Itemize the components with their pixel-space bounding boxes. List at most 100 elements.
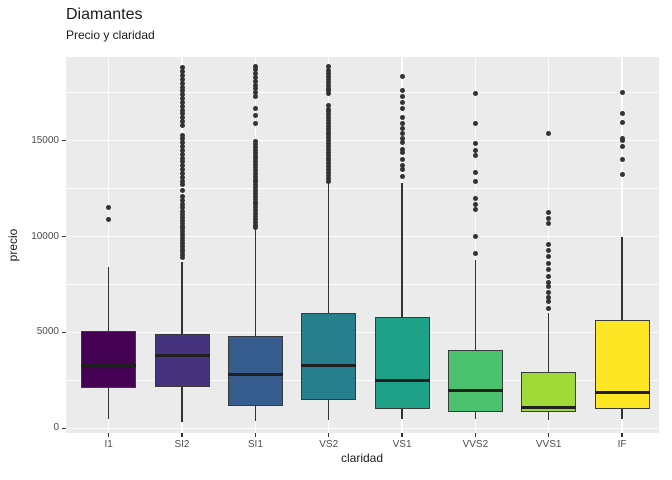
outlier-dot-SI2	[179, 69, 185, 75]
y-tick-mark	[62, 235, 66, 238]
outlier-dot-SI2	[179, 170, 185, 176]
outlier-dot-VVS2	[472, 178, 478, 184]
gridline-minor	[66, 188, 659, 190]
outlier-dot-SI2	[179, 197, 185, 203]
outlier-dot-SI1	[252, 196, 258, 202]
outlier-dot-SI2	[179, 155, 185, 161]
outlier-dot-SI2	[179, 144, 185, 149]
outlier-dot-SI2	[179, 115, 185, 121]
outlier-dot-VS2	[326, 118, 332, 124]
outlier-dot-VS2	[326, 152, 332, 158]
outlier-dot-SI2	[179, 133, 185, 139]
outlier-dot-SI1	[252, 211, 258, 217]
outlier-dot-SI1	[252, 222, 258, 228]
outlier-dot-SI1	[252, 82, 258, 88]
median-SI1	[227, 372, 283, 376]
outlier-dot-VVS1	[546, 283, 552, 289]
outlier-dot-VVS1	[546, 299, 552, 305]
outlier-dot-SI2	[179, 182, 185, 188]
outlier-dot-SI2	[179, 240, 185, 246]
outlier-dot-IF	[619, 144, 625, 149]
box-I1	[81, 331, 137, 388]
outlier-dot-VS1	[399, 167, 405, 172]
outlier-dot-SI2	[179, 178, 185, 184]
gridline-minor	[66, 92, 659, 94]
outlier-dot-VVS1	[546, 209, 552, 215]
outlier-dot-SI2	[179, 209, 185, 215]
outlier-dot-VS2	[326, 68, 332, 74]
outlier-dot-SI2	[179, 147, 185, 153]
outlier-dot-SI2	[179, 193, 185, 199]
x-tick-mark	[181, 433, 183, 437]
outlier-dot-SI2	[179, 88, 185, 94]
outlier-dot-VS1	[399, 157, 405, 163]
y-tick-label: 10000	[31, 230, 59, 242]
whisker-upper-VVS2	[474, 259, 477, 350]
outlier-dot-VS1	[399, 163, 405, 169]
outlier-dot-SI1	[252, 216, 258, 222]
box-SI1	[227, 335, 283, 407]
median-IF	[594, 391, 650, 395]
outlier-dot-VVS2	[472, 251, 478, 257]
whisker-lower-VS2	[328, 399, 330, 420]
outlier-dot-SI2	[179, 159, 185, 165]
outlier-dot-SI2	[179, 76, 185, 82]
outlier-dot-SI1	[252, 213, 258, 219]
outlier-dot-I1	[106, 216, 112, 222]
outlier-dot-SI1	[252, 179, 258, 185]
outlier-dot-SI2	[179, 188, 185, 194]
outlier-dot-SI1	[252, 173, 258, 179]
outlier-dot-SI2	[179, 205, 185, 211]
outlier-dot-VS2	[326, 164, 332, 170]
outlier-dot-SI1	[252, 205, 258, 211]
outlier-dot-VVS1	[546, 305, 552, 311]
outlier-dot-VS2	[326, 144, 332, 149]
outlier-dot-VVS1	[546, 221, 552, 227]
outlier-dot-VS2	[326, 90, 332, 96]
x-tick-mark	[401, 433, 403, 437]
outlier-dot-VS2	[326, 120, 332, 126]
whisker-lower-SI1	[254, 406, 257, 421]
outlier-dot-VVS1	[546, 215, 552, 221]
outlier-dot-VVS2	[472, 207, 478, 213]
outlier-dot-VS2	[326, 112, 332, 118]
outlier-dot-SI2	[179, 103, 185, 109]
median-I1	[81, 363, 137, 367]
outlier-dot-VS2	[326, 169, 332, 175]
outlier-dot-SI2	[179, 84, 185, 90]
chart-subtitle: Precio y claridad	[66, 28, 155, 42]
outlier-dot-SI1	[252, 156, 258, 162]
outlier-dot-SI1	[252, 120, 258, 126]
outlier-dot-SI1	[252, 185, 258, 191]
outlier-dot-SI2	[179, 237, 185, 243]
outlier-dot-IF	[619, 110, 625, 116]
outlier-dot-SI1	[252, 142, 258, 147]
outlier-dot-SI2	[179, 214, 185, 220]
outlier-dot-VS2	[326, 146, 332, 152]
whisker-lower-VVS1	[548, 412, 550, 420]
x-tick-mark	[108, 433, 110, 437]
outlier-dot-VS1	[399, 149, 405, 155]
outlier-dot-SI2	[179, 92, 185, 98]
x-tick-mark	[254, 433, 257, 437]
outlier-dot-SI1	[252, 144, 258, 150]
y-tick-label: 0	[53, 422, 59, 434]
x-tick-label-I1: I1	[104, 439, 113, 450]
y-tick-label: 15000	[31, 134, 59, 146]
outlier-dot-VS2	[326, 115, 332, 121]
outlier-dot-VVS1	[546, 295, 552, 301]
outlier-dot-SI2	[179, 246, 185, 252]
outlier-dot-SI1	[252, 165, 258, 170]
median-VS2	[301, 363, 357, 367]
outlier-dot-IF	[619, 157, 625, 163]
y-tick-label: 5000	[36, 326, 59, 338]
outlier-dot-VVS2	[472, 234, 478, 240]
whisker-upper-SI2	[181, 261, 183, 335]
median-SI2	[154, 353, 210, 357]
outlier-dot-VS2	[326, 161, 332, 167]
outlier-dot-SI1	[252, 78, 258, 84]
outlier-dot-SI2	[179, 140, 185, 146]
outlier-dot-SI1	[252, 170, 258, 176]
gridline-major	[66, 235, 659, 238]
outlier-dot-VS1	[399, 136, 405, 142]
